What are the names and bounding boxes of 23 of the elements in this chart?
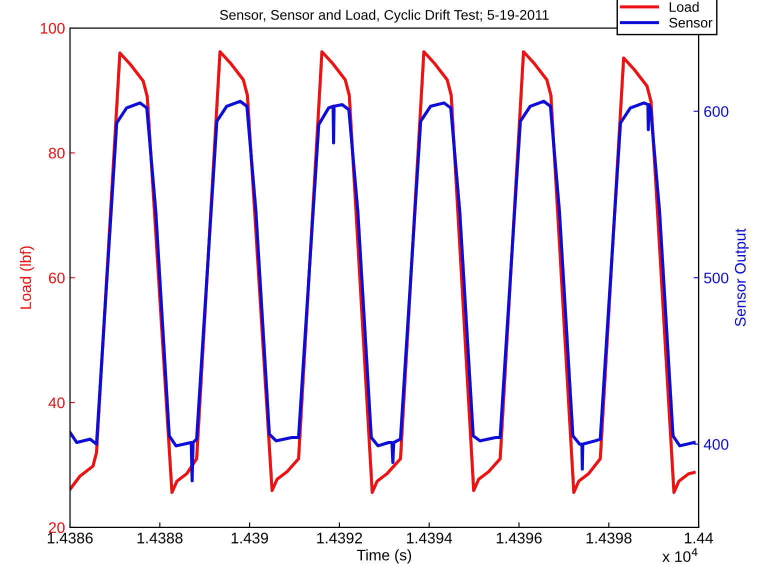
y2-tick-label: 600 [704, 106, 728, 117]
x-tick-label: 1.4388 [138, 532, 183, 544]
y-tick-label: 80 [48, 148, 65, 159]
y-axis-title: Load (lbf) [20, 246, 34, 309]
x-tick-label: 1.4394 [407, 532, 452, 544]
y2-tick-label: 500 [704, 272, 728, 284]
x-tick-label: 1.4398 [586, 532, 632, 544]
y-tick-label: 60 [48, 272, 65, 284]
legend-label: Load [670, 2, 699, 12]
x-tick-label: 1.4396 [496, 532, 542, 544]
text: x 10$^{4}$ [662, 548, 698, 562]
x-tick-label: 1.4386 [48, 532, 93, 544]
y2-axis-title: Sensor Output [734, 228, 749, 326]
y-tick-label: 100 [40, 22, 65, 34]
x-tick-label: 1.439 [232, 532, 268, 544]
y-tick-label: 40 [48, 397, 65, 408]
y-tick-label: 20 [48, 522, 65, 534]
x-tick-label: 1.4392 [317, 532, 362, 544]
x-axis-title: Time (s) [356, 549, 412, 564]
x-tick-label: 1.44 [684, 532, 714, 544]
chart-title: Sensor, Sensor and Load, Cyclic Drift Test; 5-19-2011 [220, 10, 549, 23]
y2-tick-label: 400 [704, 439, 728, 450]
legend-label: Sensor [669, 18, 712, 28]
